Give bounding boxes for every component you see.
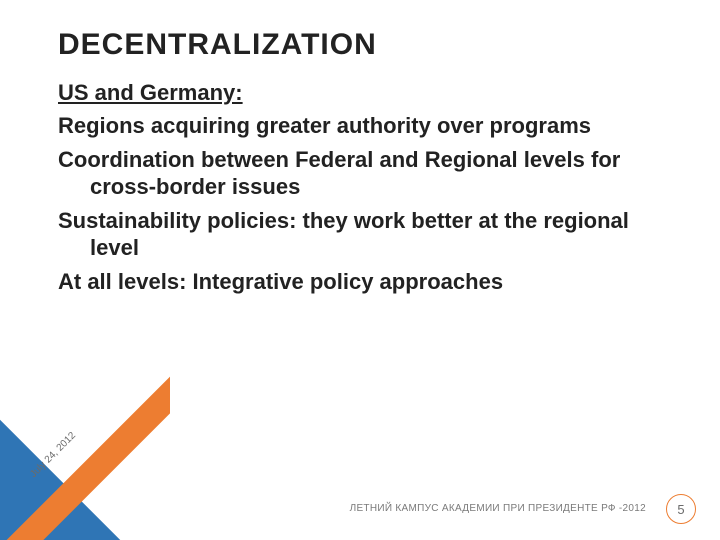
body-para: Regions acquiring greater authority over… xyxy=(58,112,670,140)
page-number-value: 5 xyxy=(677,502,684,517)
body-para: At all levels: Integrative policy approa… xyxy=(58,268,670,296)
body-para: Sustainability policies: they work bette… xyxy=(58,207,670,262)
footer-text: ЛЕТНИЙ КАМПУС АКАДЕМИИ ПРИ ПРЕЗИДЕНТЕ РФ… xyxy=(350,503,646,514)
date-label: July 24, 2012 xyxy=(28,430,78,480)
blue-triangle xyxy=(0,420,120,540)
corner-decoration xyxy=(0,370,170,540)
page-number: 5 xyxy=(666,494,696,524)
body-para: Coordination between Federal and Regiona… xyxy=(58,146,670,201)
subheading: US and Germany: xyxy=(58,80,670,106)
page-title: DECENTRALIZATION xyxy=(58,28,670,62)
slide: DECENTRALIZATION US and Germany: Regions… xyxy=(0,0,720,540)
orange-stripe xyxy=(0,370,170,540)
